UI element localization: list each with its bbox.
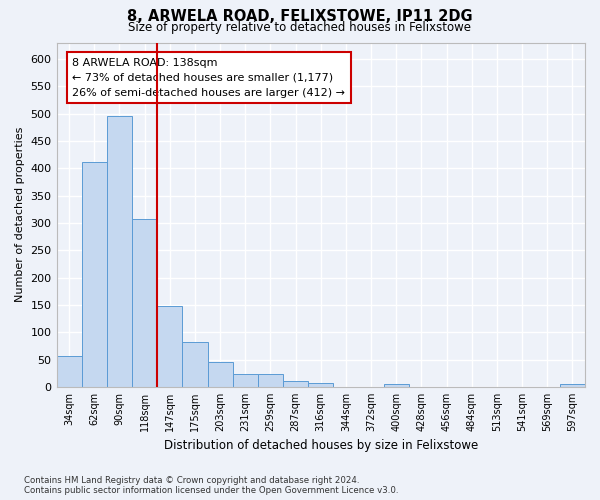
Text: Size of property relative to detached houses in Felixstowe: Size of property relative to detached ho… bbox=[128, 21, 472, 34]
Bar bbox=[132, 219, 157, 387]
Text: 8, ARWELA ROAD, FELIXSTOWE, IP11 2DG: 8, ARWELA ROAD, FELIXSTOWE, IP11 2DG bbox=[127, 9, 473, 24]
Bar bbox=[233, 374, 258, 387]
Bar bbox=[560, 384, 585, 387]
Text: Contains HM Land Registry data © Crown copyright and database right 2024.
Contai: Contains HM Land Registry data © Crown c… bbox=[24, 476, 398, 495]
Y-axis label: Number of detached properties: Number of detached properties bbox=[15, 127, 25, 302]
X-axis label: Distribution of detached houses by size in Felixstowe: Distribution of detached houses by size … bbox=[164, 440, 478, 452]
Bar bbox=[107, 116, 132, 387]
Text: 8 ARWELA ROAD: 138sqm
← 73% of detached houses are smaller (1,177)
26% of semi-d: 8 ARWELA ROAD: 138sqm ← 73% of detached … bbox=[73, 58, 346, 98]
Bar bbox=[82, 162, 107, 387]
Bar bbox=[56, 356, 82, 387]
Bar bbox=[258, 374, 283, 387]
Bar bbox=[283, 382, 308, 387]
Bar bbox=[383, 384, 409, 387]
Bar bbox=[182, 342, 208, 387]
Bar bbox=[157, 306, 182, 387]
Bar bbox=[308, 383, 334, 387]
Bar bbox=[208, 362, 233, 387]
